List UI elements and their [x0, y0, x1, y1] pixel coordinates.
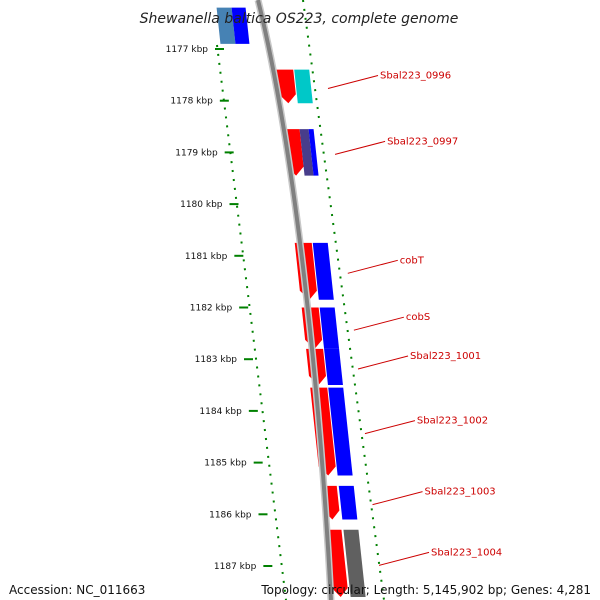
cds-block: [319, 307, 340, 349]
leader-line: [347, 259, 398, 274]
outer-dotted-line-left: [216, 44, 287, 600]
cds-block: [231, 7, 250, 44]
gene-label: cobS: [406, 312, 430, 323]
leader-line: [378, 551, 430, 566]
backbone: [254, 0, 335, 600]
outer-dotted-line-right: [302, 0, 385, 600]
map-title: Shewanella baltica OS223, complete genom…: [140, 11, 459, 27]
tick-label: 1179 kbp: [175, 148, 218, 158]
feature-track: [216, 7, 366, 598]
leader-line: [372, 491, 423, 506]
accession-text: Accession: NC_011663: [9, 583, 146, 597]
cds-block: [338, 485, 358, 520]
tick-label: 1178 kbp: [170, 97, 213, 107]
scale-ticks: 1177 kbp 1178 kbp 1179 kbp 1180 kbp 1181 kbp…: [166, 45, 273, 572]
outer-dotted-track: [216, 0, 385, 600]
leader-line: [357, 355, 409, 370]
cds-block: [324, 348, 343, 386]
cds-block: [328, 387, 353, 476]
tick-label: 1183 kbp: [195, 355, 238, 365]
tick-label: 1177 kbp: [166, 45, 209, 55]
gene-label: Sbal223_1004: [431, 547, 502, 558]
gene-label: Sbal223_0997: [387, 136, 458, 147]
gene-label: Sbal223_1003: [425, 487, 496, 498]
gene-label: Sbal223_0996: [380, 70, 451, 81]
gene-label: Sbal223_1002: [417, 416, 488, 427]
tick-label: 1186 kbp: [209, 510, 252, 520]
cds-block: [299, 129, 314, 176]
tick-label: 1180 kbp: [180, 200, 223, 210]
backbone-line: [256, 0, 333, 600]
tick-label: 1181 kbp: [185, 252, 228, 262]
tick-label: 1184 kbp: [199, 407, 242, 417]
genome-summary-text: Topology: circular; Length: 5,145,902 bp…: [261, 583, 591, 597]
leader-line: [334, 140, 386, 155]
gene-labels: Sbal223_0996 Sbal223_0997 cobT cobS Sbal223_…: [327, 70, 502, 566]
gene-label: cobT: [400, 255, 425, 266]
tick-label: 1185 kbp: [204, 459, 247, 469]
leader-line: [364, 420, 416, 435]
gene-label: Sbal223_1001: [410, 351, 481, 362]
cds-block: [294, 69, 313, 104]
cds-block: [312, 242, 334, 300]
cds-block: [308, 129, 319, 176]
cds-block: [343, 529, 366, 598]
tick-label: 1187 kbp: [214, 562, 257, 572]
leader-line: [353, 316, 404, 331]
leader-line: [327, 74, 379, 89]
cds-block: [216, 7, 236, 44]
tick-label: 1182 kbp: [190, 304, 233, 314]
